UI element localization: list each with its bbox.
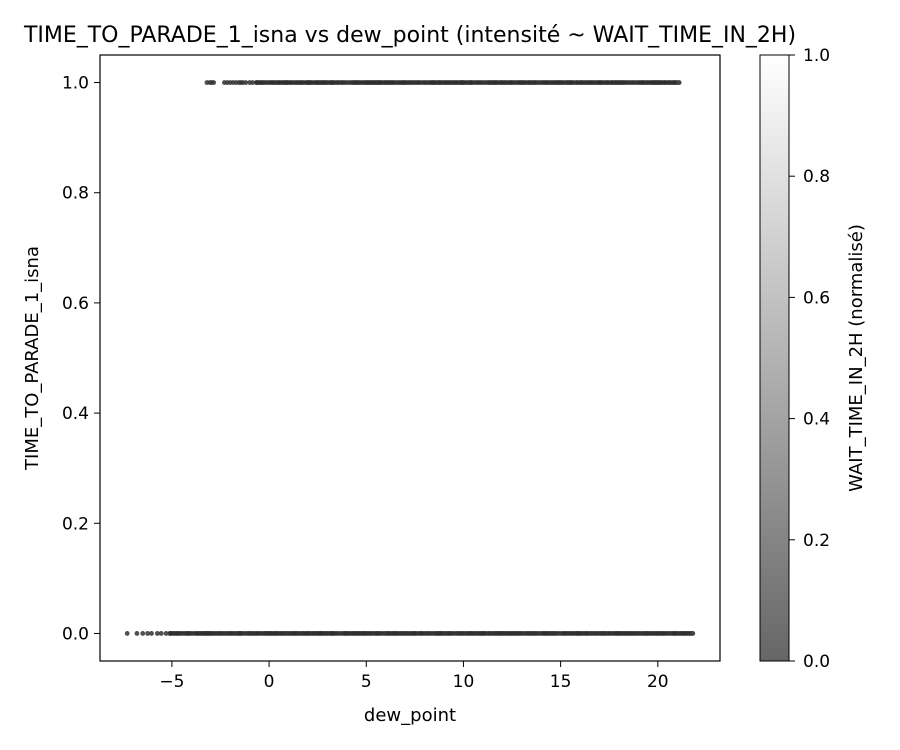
x-tick-label: −5 bbox=[159, 672, 184, 692]
y-tick-label: 0.6 bbox=[62, 294, 89, 314]
colorbar-tick-label: 0.0 bbox=[803, 652, 830, 672]
y-axis-label: TIME_TO_PARADE_1_isna bbox=[22, 246, 43, 471]
data-point bbox=[690, 631, 696, 636]
data-point bbox=[134, 631, 140, 636]
x-axis-ticks: −5 0 5 10 15 20 bbox=[159, 661, 669, 692]
colorbar-ticks: 0.0 0.2 0.4 0.6 0.8 1.0 bbox=[789, 46, 830, 672]
data-point bbox=[140, 631, 146, 636]
data-point bbox=[154, 631, 160, 636]
x-tick-label: 15 bbox=[550, 672, 572, 692]
colorbar-tick-label: 0.4 bbox=[803, 410, 830, 430]
colorbar-tick-label: 0.6 bbox=[803, 288, 830, 308]
data-point bbox=[145, 631, 151, 636]
data-points bbox=[124, 80, 696, 636]
data-point bbox=[211, 80, 217, 85]
colorbar-tick-label: 0.8 bbox=[803, 167, 830, 187]
colorbar-tick-label: 0.2 bbox=[803, 531, 830, 551]
data-point bbox=[250, 80, 255, 85]
x-axis-label: dew_point bbox=[364, 705, 456, 726]
y-tick-label: 0.4 bbox=[62, 404, 89, 424]
chart-title: TIME_TO_PARADE_1_isna vs dew_point (inte… bbox=[23, 23, 796, 48]
y-tick-label: 0.8 bbox=[62, 184, 89, 204]
plot-area-frame bbox=[99, 54, 721, 662]
colorbar bbox=[759, 54, 790, 662]
colorbar-tick-label: 1.0 bbox=[803, 46, 830, 66]
data-point bbox=[158, 631, 164, 636]
data-point bbox=[676, 80, 682, 85]
x-tick-label: 5 bbox=[361, 672, 372, 692]
x-tick-label: 0 bbox=[264, 672, 275, 692]
data-point bbox=[243, 80, 249, 85]
y-tick-label: 1.0 bbox=[62, 74, 89, 94]
data-point bbox=[124, 631, 130, 636]
x-tick-label: 20 bbox=[647, 672, 669, 692]
data-point bbox=[149, 631, 154, 636]
y-axis-ticks: 0.0 0.2 0.4 0.6 0.8 1.0 bbox=[62, 74, 100, 644]
data-point bbox=[163, 631, 169, 636]
y-tick-label: 0.0 bbox=[62, 624, 89, 644]
y-tick-label: 0.2 bbox=[62, 514, 89, 534]
colorbar-label: WAIT_TIME_IN_2H (normalisé) bbox=[846, 224, 867, 492]
x-tick-label: 10 bbox=[453, 672, 475, 692]
